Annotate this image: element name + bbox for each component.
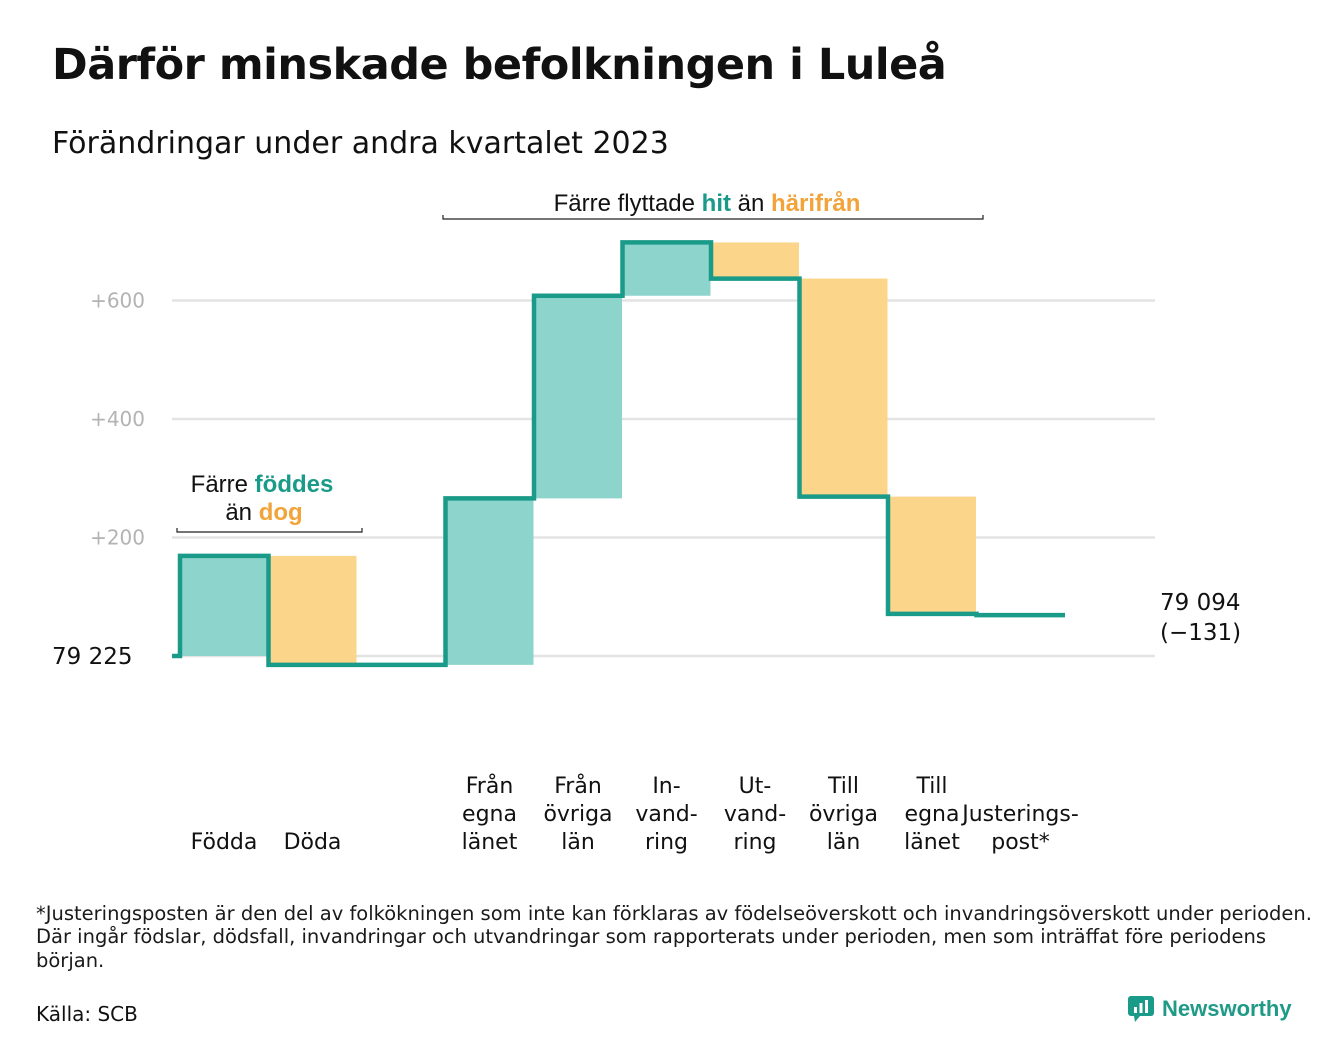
end-value-label: 79 094 xyxy=(1160,590,1240,616)
waterfall-bar xyxy=(888,496,976,614)
annotation-births-line2: än dog xyxy=(225,499,302,526)
chart-subtitle: Förändringar under andra kvartalet 2023 xyxy=(52,126,669,161)
category-label: ring xyxy=(733,830,776,855)
annotation-fragment: än xyxy=(731,190,771,217)
chart-title: Därför minskade befolkningen i Luleå xyxy=(52,40,947,90)
waterfall-bar xyxy=(445,498,534,665)
y-tick-label: +600 xyxy=(90,289,145,313)
brand-logo: Newsworthy xyxy=(1128,996,1292,1022)
category-label: Från xyxy=(554,773,602,799)
category-label: Döda xyxy=(284,830,342,855)
category-label: egna xyxy=(905,802,960,827)
category-label: länet xyxy=(904,830,960,855)
category-label: Justerings- xyxy=(960,802,1079,827)
end-change-label: (−131) xyxy=(1160,620,1241,646)
y-tick-label: +200 xyxy=(90,526,145,550)
annotation-bracket-moves xyxy=(442,215,984,220)
category-label: egna xyxy=(462,802,517,827)
annotation-births-line1: Färre föddes xyxy=(191,471,334,498)
source-note: Källa: SCB xyxy=(36,1002,138,1026)
annotation-fragment: Färre flyttade xyxy=(554,190,702,217)
waterfall-bar xyxy=(268,555,357,665)
category-label: län xyxy=(561,830,595,855)
footnote: *Justeringsposten är den del av folkökni… xyxy=(36,902,1312,972)
annotation-bracket-births xyxy=(176,528,363,533)
annotation-moves: Färre flyttade hit än härifrån xyxy=(554,190,861,217)
newsworthy-icon xyxy=(1128,996,1154,1022)
category-label: post* xyxy=(991,830,1050,855)
annotation-fragment: hit xyxy=(702,190,731,217)
annotation-fragment: dog xyxy=(259,499,303,526)
brand-name: Newsworthy xyxy=(1162,996,1292,1021)
annotation-fragment: härifrån xyxy=(771,190,860,217)
line-layer xyxy=(172,240,1065,668)
waterfall-bar xyxy=(799,278,888,497)
start-value-label: 79 225 xyxy=(52,644,132,670)
category-label: länet xyxy=(462,830,518,855)
waterfall-bar xyxy=(622,242,711,296)
category-label: vand- xyxy=(724,802,786,827)
annotation-fragment: Färre xyxy=(191,471,255,498)
category-label: Ut- xyxy=(739,774,772,799)
waterfall-bar xyxy=(711,242,799,279)
waterfall-bar xyxy=(180,555,268,656)
waterfall-bar xyxy=(534,295,622,499)
category-label: Till xyxy=(915,774,947,799)
annotation-fragment: än xyxy=(225,499,258,526)
category-label: Födda xyxy=(191,830,258,855)
category-label: In- xyxy=(652,774,680,799)
category-label: Till xyxy=(827,774,859,799)
annotation-fragment: föddes xyxy=(255,471,334,498)
category-label: län xyxy=(827,830,861,855)
waterfall-chart: +200 +400 +600 Födda Döda Från egna länet Från ö… xyxy=(52,190,1241,855)
running-total-line xyxy=(172,240,1065,668)
category-label: övriga xyxy=(809,802,878,827)
y-tick-label: +400 xyxy=(90,407,145,431)
category-label: ring xyxy=(645,830,688,855)
bar-layer xyxy=(180,242,976,665)
category-label: övriga xyxy=(543,802,612,827)
category-label: Från xyxy=(466,773,514,799)
category-label: vand- xyxy=(635,802,697,827)
label-layer: Födda Döda Från egna länet Från övriga län In-va… xyxy=(52,590,1241,855)
